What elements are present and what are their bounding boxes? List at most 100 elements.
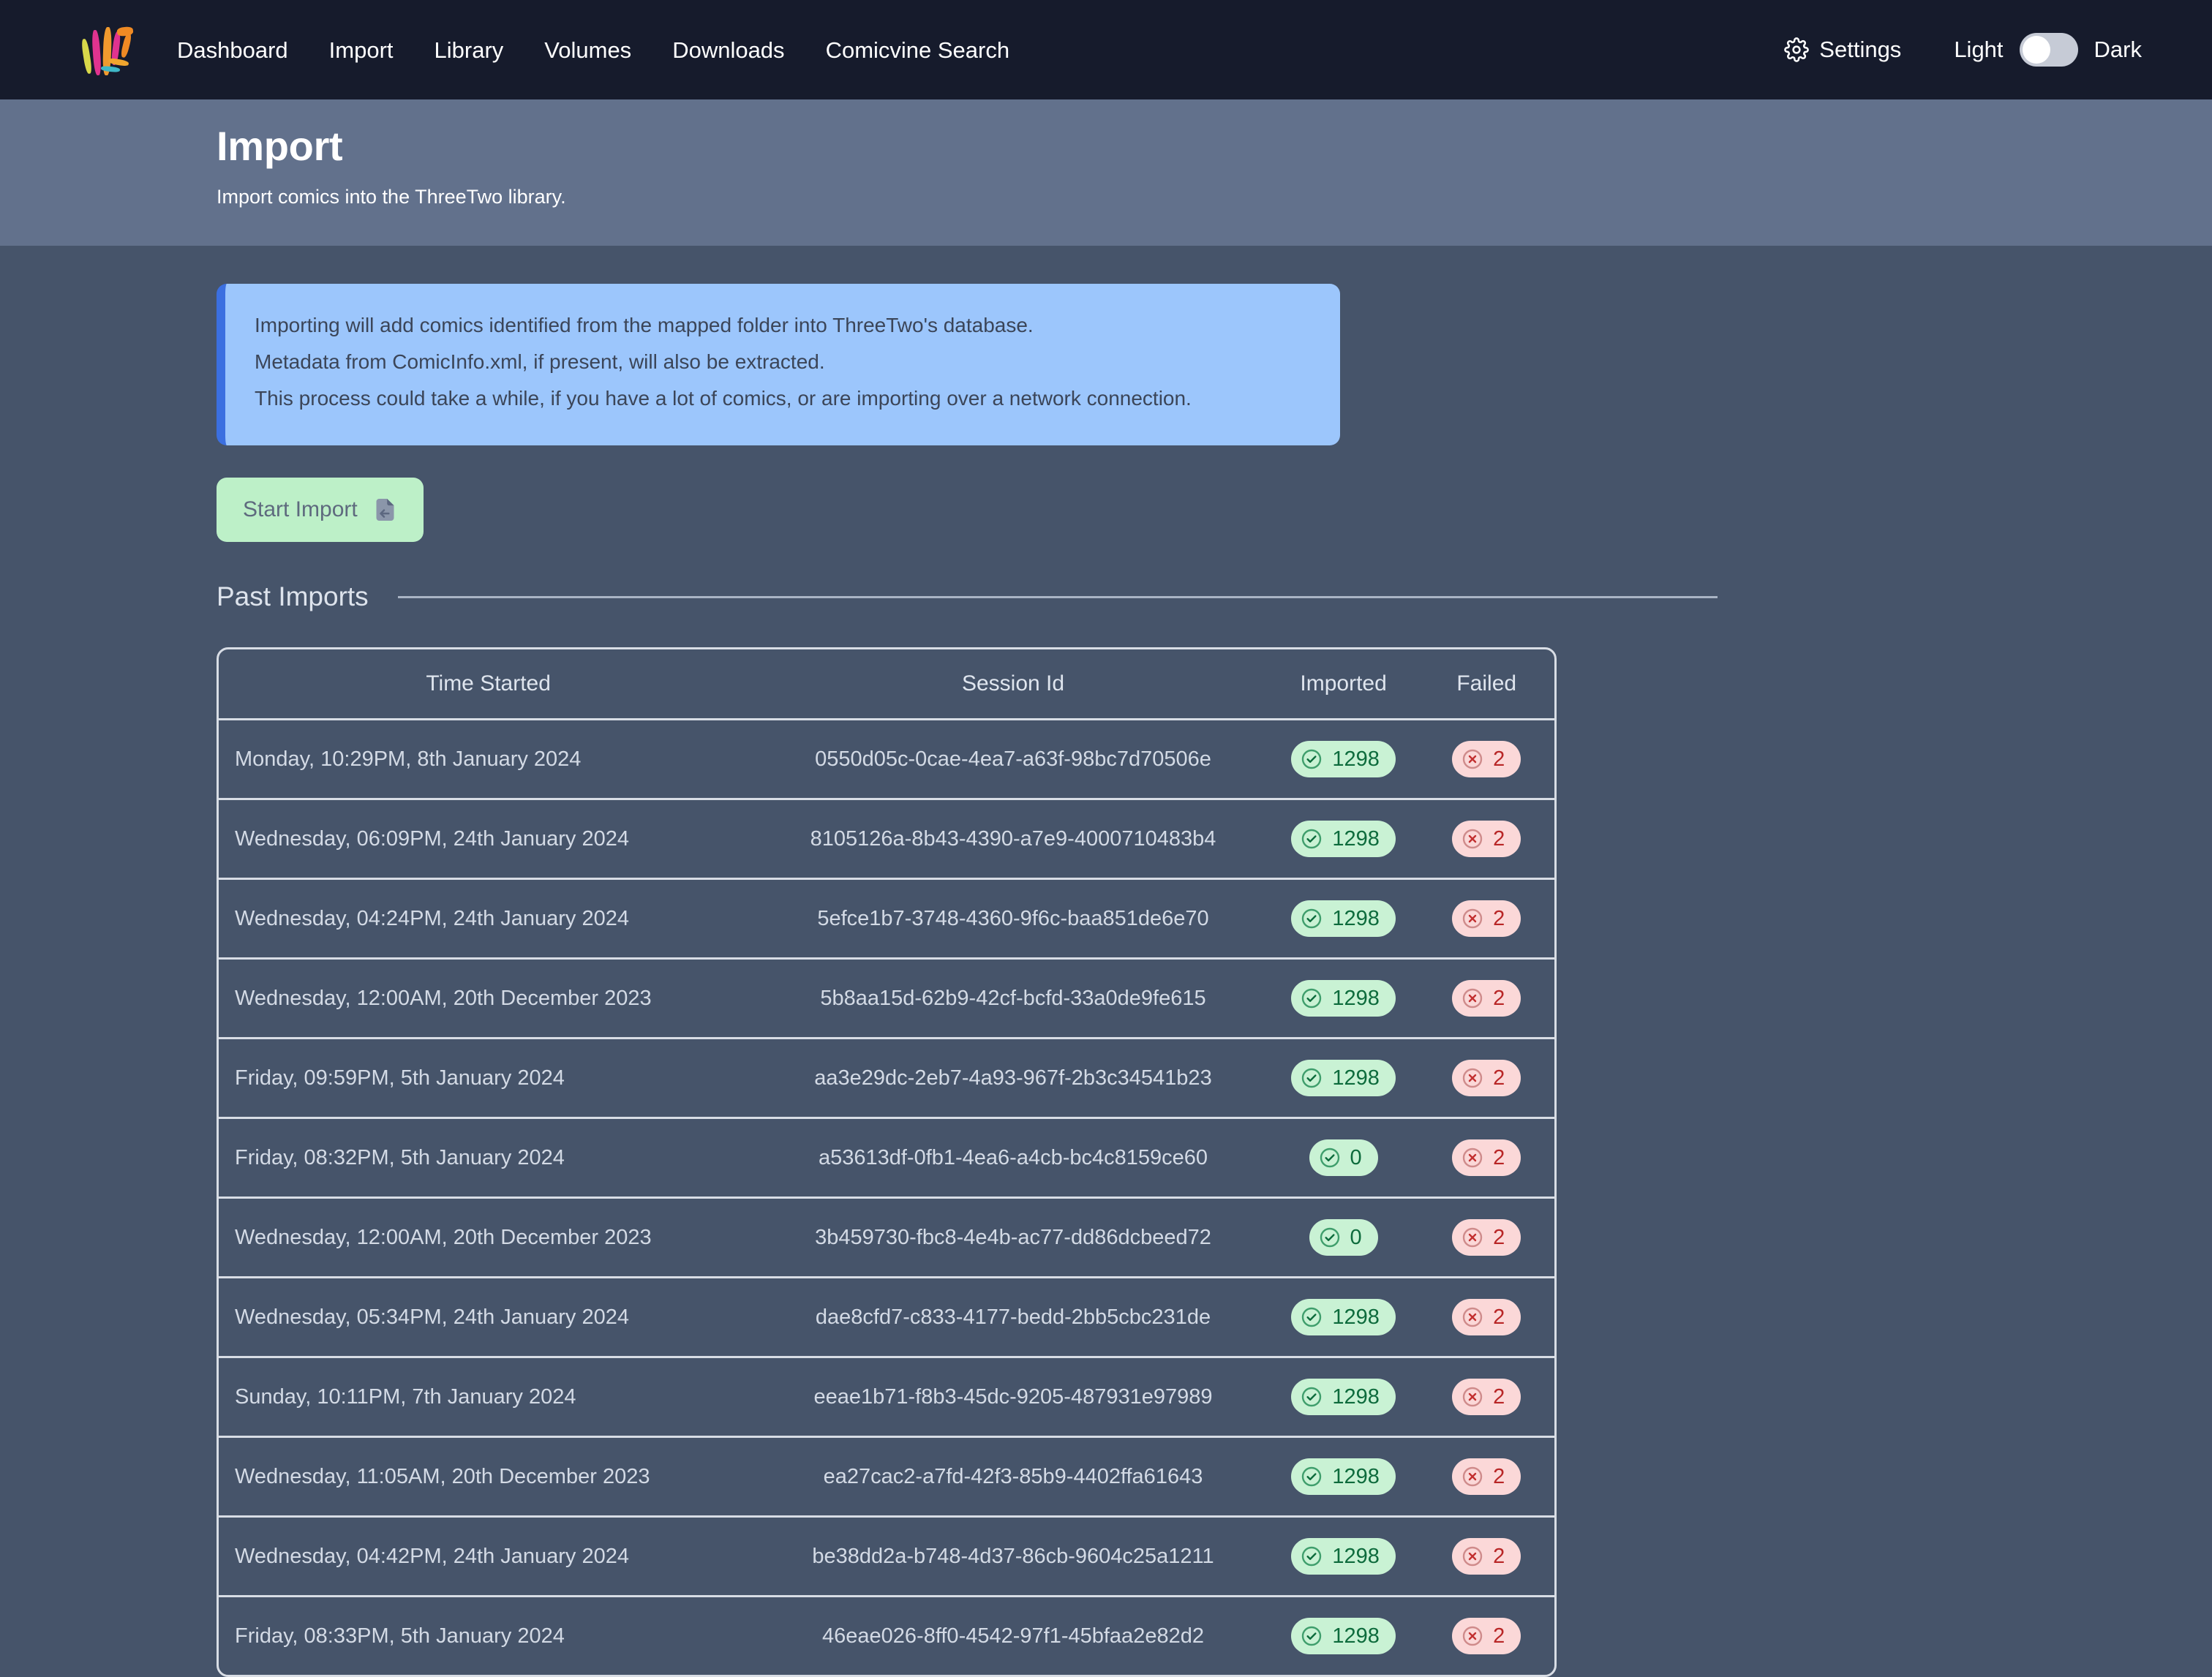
nav-link-downloads[interactable]: Downloads bbox=[672, 37, 785, 63]
nav-link-library[interactable]: Library bbox=[434, 37, 504, 63]
imported-count: 0 bbox=[1350, 1225, 1362, 1249]
table-row[interactable]: Wednesday, 06:09PM, 24th January 2024 810… bbox=[219, 799, 1554, 881]
settings-button[interactable]: Settings bbox=[1784, 37, 1901, 63]
alert-line-2: Metadata from ComicInfo.xml, if present,… bbox=[255, 350, 825, 373]
check-circle-icon bbox=[1300, 1066, 1323, 1090]
cell-imported: 1298 bbox=[1268, 1516, 1419, 1598]
cell-imported: 0 bbox=[1268, 1197, 1419, 1279]
check-circle-icon bbox=[1300, 1465, 1323, 1488]
toggle-knob bbox=[2022, 36, 2050, 64]
nav-link-dashboard[interactable]: Dashboard bbox=[177, 37, 288, 63]
imported-badge: 0 bbox=[1309, 1139, 1378, 1177]
table-row[interactable]: Sunday, 10:11PM, 7th January 2024 eeae1b7… bbox=[219, 1357, 1554, 1439]
cell-imported: 1298 bbox=[1268, 799, 1419, 881]
column-header-imported[interactable]: Imported bbox=[1268, 649, 1419, 721]
nav-link-comicvine-search[interactable]: Comicvine Search bbox=[825, 37, 1010, 63]
failed-badge: 2 bbox=[1452, 900, 1521, 938]
table-row[interactable]: Wednesday, 11:05AM, 20th December 2023 ea… bbox=[219, 1436, 1554, 1518]
imported-badge: 1298 bbox=[1291, 741, 1396, 778]
table-row[interactable]: Monday, 10:29PM, 8th January 2024 0550d05… bbox=[219, 719, 1554, 801]
threetwo-logo[interactable] bbox=[79, 20, 136, 80]
cell-failed: 2 bbox=[1418, 1357, 1554, 1439]
failed-count: 2 bbox=[1493, 1624, 1505, 1648]
failed-badge: 2 bbox=[1452, 1060, 1521, 1097]
failed-count: 2 bbox=[1493, 826, 1505, 851]
cell-imported: 1298 bbox=[1268, 878, 1419, 960]
check-circle-icon bbox=[1300, 747, 1323, 771]
table-row[interactable]: Wednesday, 12:00AM, 20th December 2023 3b… bbox=[219, 1197, 1554, 1279]
table-row[interactable]: Wednesday, 05:34PM, 24th January 2024 dae… bbox=[219, 1277, 1554, 1359]
failed-count: 2 bbox=[1493, 1544, 1505, 1568]
cell-session-id: 3b459730-fbc8-4e4b-ac77-dd86dcbeed72 bbox=[758, 1197, 1268, 1279]
cell-imported: 1298 bbox=[1268, 1277, 1419, 1359]
column-header-session-id[interactable]: Session Id bbox=[758, 649, 1268, 721]
failed-count: 2 bbox=[1493, 1066, 1505, 1090]
import-info-alert: Importing will add comics identified fro… bbox=[217, 284, 1340, 446]
imported-count: 1298 bbox=[1332, 906, 1380, 930]
start-import-button[interactable]: Start Import bbox=[217, 478, 424, 543]
theme-light-label: Light bbox=[1954, 37, 2004, 62]
imported-badge: 1298 bbox=[1291, 900, 1396, 938]
past-imports-section-header: Past Imports bbox=[217, 581, 1718, 612]
check-circle-icon bbox=[1300, 1305, 1323, 1329]
cell-time-started: Monday, 10:29PM, 8th January 2024 bbox=[219, 719, 759, 801]
x-circle-icon bbox=[1461, 1146, 1484, 1169]
page-title: Import bbox=[217, 123, 343, 169]
imported-badge: 1298 bbox=[1291, 1299, 1396, 1336]
x-circle-icon bbox=[1461, 907, 1484, 930]
imported-count: 1298 bbox=[1332, 1305, 1380, 1329]
page-header: Import Import comics into the ThreeTwo l… bbox=[0, 99, 2212, 246]
x-circle-icon bbox=[1461, 1624, 1484, 1648]
cell-imported: 1298 bbox=[1268, 1357, 1419, 1439]
table-row[interactable]: Wednesday, 12:00AM, 20th December 2023 5b… bbox=[219, 958, 1554, 1040]
nav-link-volumes[interactable]: Volumes bbox=[544, 37, 632, 63]
nav-link-import[interactable]: Import bbox=[328, 37, 394, 63]
cell-imported: 1298 bbox=[1268, 1597, 1419, 1676]
cell-session-id: ea27cac2-a7fd-42f3-85b9-4402ffa61643 bbox=[758, 1436, 1268, 1518]
cell-failed: 2 bbox=[1418, 1436, 1554, 1518]
failed-badge: 2 bbox=[1452, 1538, 1521, 1575]
imported-count: 1298 bbox=[1332, 1384, 1380, 1409]
imported-badge: 1298 bbox=[1291, 1538, 1396, 1575]
theme-dark-label: Dark bbox=[2094, 37, 2142, 62]
settings-label: Settings bbox=[1819, 37, 1902, 62]
column-header-time-started[interactable]: Time Started bbox=[219, 649, 759, 721]
table-row[interactable]: Friday, 09:59PM, 5th January 2024 aa3e29d… bbox=[219, 1038, 1554, 1120]
start-import-label: Start Import bbox=[243, 497, 358, 522]
past-imports-title: Past Imports bbox=[217, 581, 369, 612]
table-row[interactable]: Wednesday, 04:42PM, 24th January 2024 be3… bbox=[219, 1516, 1554, 1598]
table-row[interactable]: Friday, 08:33PM, 5th January 2024 46eae02… bbox=[219, 1597, 1554, 1676]
cell-session-id: a53613df-0fb1-4ea6-a4cb-bc4c8159ce60 bbox=[758, 1118, 1268, 1199]
cell-time-started: Wednesday, 05:34PM, 24th January 2024 bbox=[219, 1277, 759, 1359]
imported-badge: 1298 bbox=[1291, 980, 1396, 1017]
column-header-failed[interactable]: Failed bbox=[1418, 649, 1554, 721]
cell-failed: 2 bbox=[1418, 878, 1554, 960]
x-circle-icon bbox=[1461, 1226, 1484, 1249]
x-circle-icon bbox=[1461, 1066, 1484, 1090]
table-row[interactable]: Friday, 08:32PM, 5th January 2024 a53613d… bbox=[219, 1118, 1554, 1199]
theme-toggle-switch[interactable] bbox=[2019, 33, 2078, 67]
file-import-icon bbox=[376, 499, 394, 521]
table-row[interactable]: Wednesday, 04:24PM, 24th January 2024 5ef… bbox=[219, 878, 1554, 960]
failed-badge: 2 bbox=[1452, 821, 1521, 858]
failed-badge: 2 bbox=[1452, 1299, 1521, 1336]
check-circle-icon bbox=[1300, 1385, 1323, 1409]
cell-imported: 1298 bbox=[1268, 1038, 1419, 1120]
theme-toggle-group: Light Dark bbox=[1954, 33, 2142, 67]
cell-failed: 2 bbox=[1418, 799, 1554, 881]
check-circle-icon bbox=[1300, 987, 1323, 1010]
table-body: Monday, 10:29PM, 8th January 2024 0550d05… bbox=[219, 719, 1554, 1676]
x-circle-icon bbox=[1461, 1305, 1484, 1329]
imported-badge: 1298 bbox=[1291, 1060, 1396, 1097]
failed-count: 2 bbox=[1493, 1225, 1505, 1249]
cell-session-id: 5b8aa15d-62b9-42cf-bcfd-33a0de9fe615 bbox=[758, 958, 1268, 1040]
past-imports-table: Time Started Session Id Imported Failed … bbox=[217, 647, 1557, 1677]
imported-count: 1298 bbox=[1332, 1066, 1380, 1090]
failed-count: 2 bbox=[1493, 1145, 1505, 1169]
failed-count: 2 bbox=[1493, 906, 1505, 930]
failed-count: 2 bbox=[1493, 1464, 1505, 1488]
cell-failed: 2 bbox=[1418, 1516, 1554, 1598]
gear-icon bbox=[1784, 37, 1810, 62]
cell-session-id: dae8cfd7-c833-4177-bedd-2bb5cbc231de bbox=[758, 1277, 1268, 1359]
failed-count: 2 bbox=[1493, 1305, 1505, 1329]
